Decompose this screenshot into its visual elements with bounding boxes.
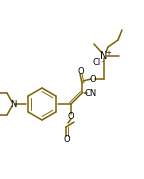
Text: O: O	[90, 74, 96, 83]
Text: Cl: Cl	[93, 57, 101, 67]
Text: O: O	[64, 134, 70, 144]
Text: N: N	[100, 51, 108, 61]
Text: ⁻: ⁻	[100, 60, 104, 66]
Text: O: O	[68, 112, 74, 121]
Text: CN: CN	[85, 88, 97, 98]
Text: +: +	[105, 50, 111, 56]
Text: O: O	[78, 67, 84, 76]
Text: N: N	[10, 100, 16, 108]
